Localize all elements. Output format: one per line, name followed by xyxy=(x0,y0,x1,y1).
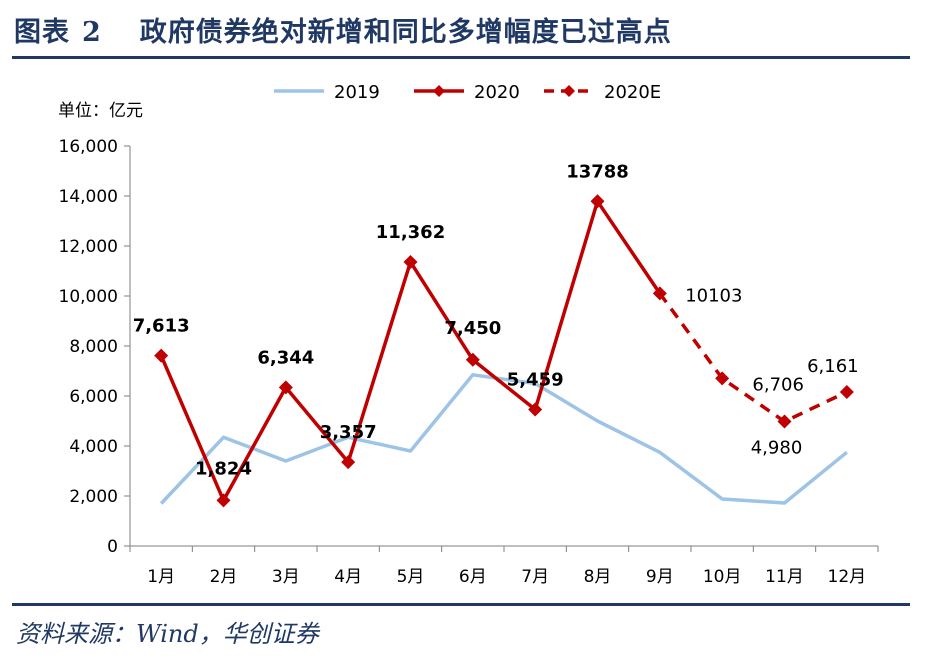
y-tick-label: 14,000 xyxy=(59,187,118,207)
series-2020-data-label: 7,450 xyxy=(444,318,501,339)
series-2020-point xyxy=(465,352,480,367)
y-tick-label: 10,000 xyxy=(59,287,118,307)
x-tick-label: 7月 xyxy=(521,567,549,587)
series-2020e-data-label: 10103 xyxy=(685,285,742,306)
x-tick-label: 12月 xyxy=(828,567,867,587)
legend-2020-marker xyxy=(433,85,445,97)
series-2020e-data-label: 4,980 xyxy=(751,438,803,459)
series-2020-point xyxy=(528,402,543,417)
series-2020-point xyxy=(590,194,605,209)
legend-2020e-marker xyxy=(563,85,575,97)
x-tick-label: 2月 xyxy=(210,567,238,587)
series-2020-point xyxy=(341,455,356,470)
series-2020-line xyxy=(159,199,662,503)
source-rule xyxy=(12,603,910,606)
x-tick-label: 3月 xyxy=(272,567,300,587)
series-2020e-point xyxy=(715,371,730,386)
series-2020-point xyxy=(278,380,293,395)
figure-label: 图表 xyxy=(14,17,70,48)
series-2020-data-label: 1,824 xyxy=(195,458,252,479)
legend-2020-label: 2020 xyxy=(474,82,520,103)
y-tick-label: 12,000 xyxy=(59,237,118,257)
figure-title-text: 政府债券绝对新增和同比多增幅度已过高点 xyxy=(139,17,672,48)
legend-2019-label: 2019 xyxy=(334,82,380,103)
x-tick-label: 6月 xyxy=(459,567,487,587)
series-2020-data-label: 7,613 xyxy=(133,316,190,337)
title-rule xyxy=(12,56,910,59)
y-tick-label: 16,000 xyxy=(59,137,118,157)
x-tick-label: 5月 xyxy=(397,567,425,587)
y-tick-label: 2,000 xyxy=(69,487,118,507)
series-2020e-point xyxy=(839,384,854,399)
series-2020-data-label: 13788 xyxy=(566,161,629,182)
series-2020-point xyxy=(403,254,418,269)
x-tick-label: 9月 xyxy=(646,567,674,587)
y-tick-label: 0 xyxy=(107,537,118,557)
x-tick-label: 11月 xyxy=(765,567,804,587)
series-2020-point xyxy=(216,493,231,508)
series-2020e-line xyxy=(658,292,848,424)
series-2020-data-label: 5,459 xyxy=(507,370,564,391)
series-2020e-data-label: 6,161 xyxy=(807,356,859,377)
series-2020e-point xyxy=(777,414,792,429)
series-2020-point xyxy=(652,286,667,301)
figure-title: 图表 2 政府债券绝对新增和同比多增幅度已过高点 xyxy=(14,10,672,50)
series-2019-line xyxy=(159,373,848,505)
y-tick-label: 6,000 xyxy=(69,387,118,407)
unit-label: 单位：亿元 xyxy=(58,101,143,121)
x-tick-label: 10月 xyxy=(703,567,742,587)
series-2020-point xyxy=(154,348,169,363)
x-tick-label: 1月 xyxy=(147,567,175,587)
series-2020-data-label: 3,357 xyxy=(320,422,377,443)
source-note: 资料来源：Wind，华创证券 xyxy=(16,620,319,648)
figure-number: 2 xyxy=(82,17,102,48)
legend-2020e-label: 2020E xyxy=(604,82,661,103)
series-2020-data-label: 6,344 xyxy=(257,347,314,368)
x-tick-label: 4月 xyxy=(334,567,362,587)
y-tick-label: 8,000 xyxy=(69,337,118,357)
y-tick-label: 4,000 xyxy=(69,437,118,457)
series-2020-data-label: 11,362 xyxy=(376,222,445,243)
series-2020e-data-label: 6,706 xyxy=(752,374,804,395)
x-tick-label: 8月 xyxy=(584,567,612,587)
